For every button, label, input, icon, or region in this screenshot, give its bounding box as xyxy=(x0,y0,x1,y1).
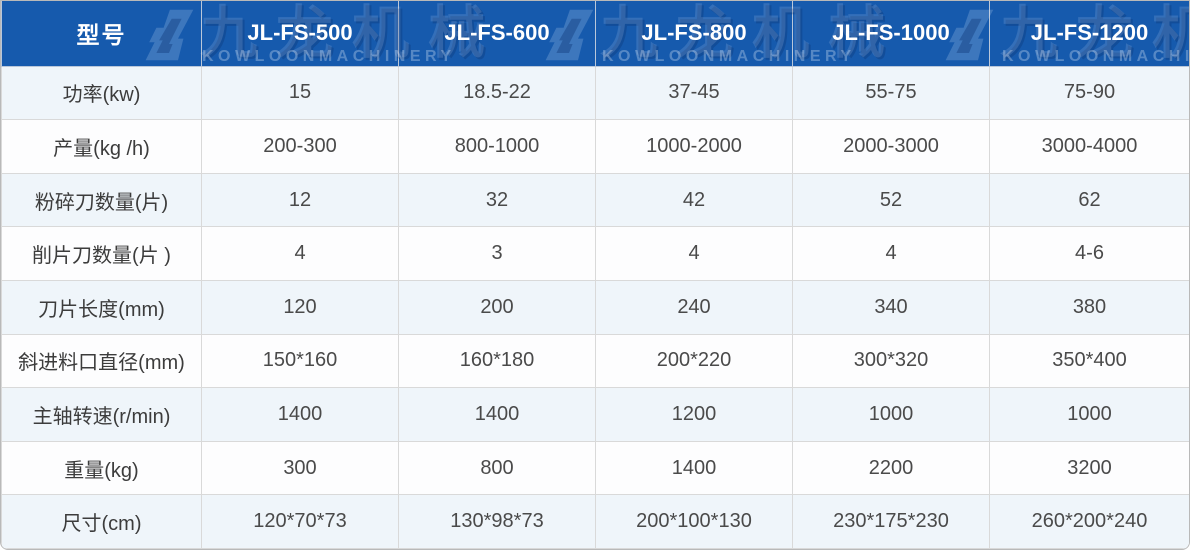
row-label: 产量(kg /h) xyxy=(1,119,202,174)
spec-row-spindle-speed: 主轴转速(r/min) 1400 1400 1200 1000 1000 xyxy=(1,387,1189,442)
spec-cell: 15 xyxy=(201,65,399,121)
spec-row-dimensions: 尺寸(cm) 120*70*73 130*98*73 200*100*130 2… xyxy=(1,494,1189,549)
spec-cell: 150*160 xyxy=(201,333,399,389)
spec-cell: 200*100*130 xyxy=(595,494,793,549)
spec-cell: 350*400 xyxy=(989,333,1189,389)
spec-row-output: 产量(kg /h) 200-300 800-1000 1000-2000 200… xyxy=(1,119,1189,174)
spec-cell: 380 xyxy=(989,279,1189,335)
spec-cell: 1200 xyxy=(595,387,793,442)
spec-cell: 1400 xyxy=(201,387,399,442)
spec-cell: 1400 xyxy=(398,387,596,442)
spec-cell: 18.5-22 xyxy=(398,65,596,121)
spec-cell: 130*98*73 xyxy=(398,494,596,549)
spec-cell: 12 xyxy=(201,172,399,228)
spec-row-chipper-blades: 削片刀数量(片 ) 4 3 4 4 4-6 xyxy=(1,226,1189,281)
header-cell-jl-fs-600: JL-FS-600 xyxy=(398,1,596,67)
spec-cell: 2200 xyxy=(792,440,990,496)
spec-cell: 3 xyxy=(398,226,596,281)
spec-cell: 1000 xyxy=(989,387,1189,442)
spec-row-blade-length: 刀片长度(mm) 120 200 240 340 380 xyxy=(1,279,1189,335)
spec-cell: 800 xyxy=(398,440,596,496)
spec-cell: 340 xyxy=(792,279,990,335)
spec-cell: 800-1000 xyxy=(398,119,596,174)
spec-cell: 1000-2000 xyxy=(595,119,793,174)
spec-cell: 42 xyxy=(595,172,793,228)
spec-cell: 32 xyxy=(398,172,596,228)
row-label: 斜进料口直径(mm) xyxy=(1,333,202,389)
spec-cell: 230*175*230 xyxy=(792,494,990,549)
row-label: 主轴转速(r/min) xyxy=(1,387,202,442)
row-label: 重量(kg) xyxy=(1,440,202,496)
header-cell-jl-fs-1200: JL-FS-1200 xyxy=(989,1,1189,67)
spec-row-weight: 重量(kg) 300 800 1400 2200 3200 xyxy=(1,440,1189,496)
spec-cell: 4-6 xyxy=(989,226,1189,281)
spec-cell: 52 xyxy=(792,172,990,228)
spec-cell: 62 xyxy=(989,172,1189,228)
spec-cell: 1400 xyxy=(595,440,793,496)
spec-row-power: 功率(kw) 15 18.5-22 37-45 55-75 75-90 xyxy=(1,65,1189,121)
spec-cell: 3200 xyxy=(989,440,1189,496)
spec-cell: 260*200*240 xyxy=(989,494,1189,549)
row-label: 刀片长度(mm) xyxy=(1,279,202,335)
spec-cell: 4 xyxy=(792,226,990,281)
spec-cell: 240 xyxy=(595,279,793,335)
spec-cell: 200 xyxy=(398,279,596,335)
header-cell-jl-fs-1000: JL-FS-1000 xyxy=(792,1,990,67)
spec-cell: 200-300 xyxy=(201,119,399,174)
spec-cell: 200*220 xyxy=(595,333,793,389)
header-cell-jl-fs-500: JL-FS-500 xyxy=(201,1,399,67)
spec-cell: 3000-4000 xyxy=(989,119,1189,174)
spec-cell: 2000-3000 xyxy=(792,119,990,174)
spec-cell: 4 xyxy=(201,226,399,281)
header-row: 型号 JL-FS-500 JL-FS-600 JL-FS-800 JL-FS-1… xyxy=(1,1,1189,67)
spec-cell: 120*70*73 xyxy=(201,494,399,549)
spec-cell: 55-75 xyxy=(792,65,990,121)
spec-cell: 37-45 xyxy=(595,65,793,121)
row-label: 粉碎刀数量(片) xyxy=(1,172,202,228)
spec-cell: 4 xyxy=(595,226,793,281)
spec-cell: 300 xyxy=(201,440,399,496)
spec-cell: 75-90 xyxy=(989,65,1189,121)
row-label: 削片刀数量(片 ) xyxy=(1,226,202,281)
header-cell-model-label: 型号 xyxy=(1,1,202,67)
spec-cell: 120 xyxy=(201,279,399,335)
spec-row-inlet-diameter: 斜进料口直径(mm) 150*160 160*180 200*220 300*3… xyxy=(1,333,1189,389)
spec-cell: 1000 xyxy=(792,387,990,442)
spec-cell: 300*320 xyxy=(792,333,990,389)
header-cell-jl-fs-800: JL-FS-800 xyxy=(595,1,793,67)
row-label: 功率(kw) xyxy=(1,65,202,121)
row-label: 尺寸(cm) xyxy=(1,494,202,549)
spec-row-crusher-blades: 粉碎刀数量(片) 12 32 42 52 62 xyxy=(1,172,1189,228)
spec-cell: 160*180 xyxy=(398,333,596,389)
